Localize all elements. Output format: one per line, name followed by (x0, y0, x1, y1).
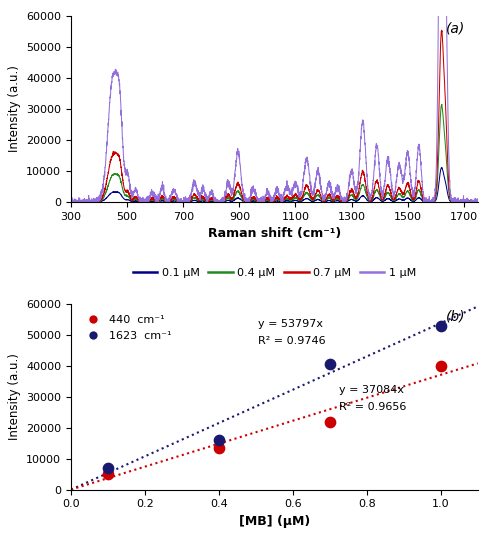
Text: R² = 0.9746: R² = 0.9746 (258, 336, 326, 346)
X-axis label: Raman shift (cm⁻¹): Raman shift (cm⁻¹) (208, 227, 341, 240)
Text: y = 53797x: y = 53797x (258, 319, 323, 329)
Text: R² = 0.9656: R² = 0.9656 (340, 402, 407, 412)
Point (215, 436, 223, 444)
Point (437, 321, 445, 330)
X-axis label: [MB] (μM): [MB] (μM) (239, 515, 310, 528)
Point (326, 417, 334, 426)
Text: y = 37084x: y = 37084x (340, 385, 404, 395)
Point (326, 360, 334, 369)
Text: (a): (a) (446, 22, 466, 36)
Point (215, 443, 223, 452)
Point (104, 464, 112, 472)
Point (437, 362, 445, 370)
Point (104, 470, 112, 478)
Legend: 440  cm⁻¹, 1623  cm⁻¹: 440 cm⁻¹, 1623 cm⁻¹ (76, 309, 177, 346)
Legend: 0.1 μM, 0.4 μM, 0.7 μM, 1 μM: 0.1 μM, 0.4 μM, 0.7 μM, 1 μM (128, 263, 420, 282)
Text: (b): (b) (446, 309, 466, 323)
Y-axis label: Intensity (a.u.): Intensity (a.u.) (8, 66, 21, 152)
Y-axis label: Intensity (a.u.): Intensity (a.u.) (8, 353, 21, 440)
